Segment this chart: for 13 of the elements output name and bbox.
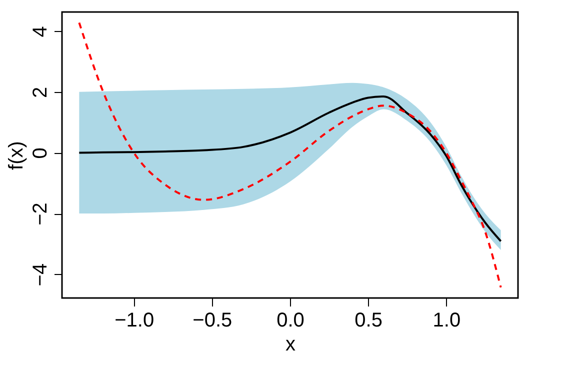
x-tick-label: −0.5 (192, 310, 232, 332)
y-tick-label: 0 (30, 148, 52, 159)
y-tick-label: 2 (30, 86, 52, 98)
x-tick-label: 0.5 (354, 310, 382, 332)
y-axis-title: f(x) (6, 141, 28, 170)
x-tick-label: −1.0 (114, 310, 154, 332)
x-axis-title: x (286, 334, 296, 356)
y-tick-label: −2 (30, 202, 52, 226)
y-tick-label: −4 (30, 263, 52, 286)
y-tick-label: 4 (30, 26, 52, 38)
x-tick-label: 0.0 (276, 310, 304, 332)
line-series (78, 22, 502, 288)
x-tick-label: 1.0 (432, 310, 461, 332)
